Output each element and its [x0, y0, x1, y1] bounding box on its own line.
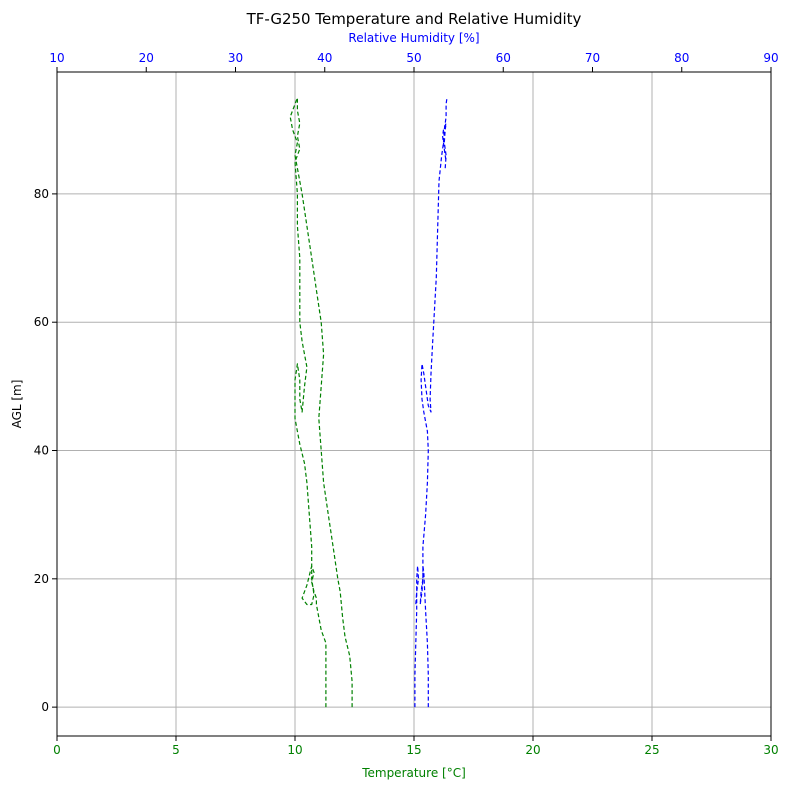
x-tick-label: 15 [406, 743, 421, 757]
x-tick-label: 0 [53, 743, 61, 757]
temperature-series-line-2 [289, 97, 353, 708]
chart-title: TF-G250 Temperature and Relative Humidit… [246, 10, 582, 28]
grid [56, 72, 772, 736]
y-tick-label: 20 [34, 572, 49, 586]
humidity-series-line-4 [414, 565, 420, 708]
x-tick-label: 20 [525, 743, 540, 757]
temperature-series-line-1 [294, 97, 327, 708]
x2-tick-label: 20 [139, 51, 154, 65]
x-tick-label: 5 [172, 743, 180, 757]
y-tick-label: 0 [41, 700, 49, 714]
x2-tick-label: 40 [317, 51, 332, 65]
x2-tick-label: 30 [228, 51, 243, 65]
x-tick-label: 25 [644, 743, 659, 757]
bottom-axis-label: Temperature [°C] [361, 766, 466, 780]
x2-tick-label: 90 [763, 51, 778, 65]
x2-tick-label: 50 [406, 51, 421, 65]
humidity-series-line-5 [442, 122, 447, 169]
series-group [289, 97, 448, 708]
x2-tick-label: 10 [49, 51, 64, 65]
top-axis-label: Relative Humidity [%] [348, 31, 479, 45]
y-tick-label: 40 [34, 444, 49, 458]
x2-tick-label: 60 [496, 51, 511, 65]
x2-tick-label: 80 [674, 51, 689, 65]
ticks: 0 5 10 15 20 25 30 10 20 30 40 50 60 70 80 90 0 20 40 60 80 [34, 51, 779, 757]
y-tick-label: 60 [34, 315, 49, 329]
x-tick-label: 10 [287, 743, 302, 757]
y-tick-label: 80 [34, 187, 49, 201]
x-tick-label: 30 [763, 743, 778, 757]
y-axis-label: AGL [m] [10, 380, 24, 429]
humidity-series-line-3 [419, 97, 448, 708]
x2-tick-label: 70 [585, 51, 600, 65]
